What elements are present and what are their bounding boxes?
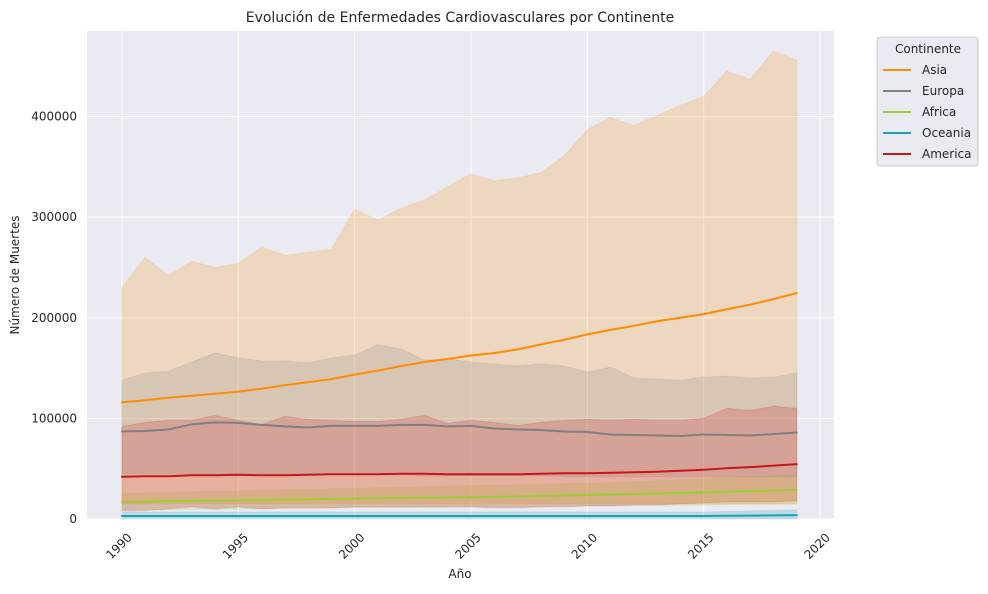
series-line-america	[120, 463, 798, 478]
series-line-europa	[120, 421, 798, 437]
band-africa	[121, 474, 798, 511]
legend-label-america: America	[922, 147, 972, 161]
band-asia	[121, 50, 798, 505]
legend-label-oceania: Oceania	[922, 126, 971, 140]
x-tick-label: 2000	[336, 530, 367, 561]
legend-items: Asia Europa Africa Oceania America	[883, 63, 972, 161]
y-tick-label: 200000	[31, 311, 77, 325]
x-tick-label: 2015	[685, 530, 716, 561]
x-tick-label: 1995	[220, 530, 251, 561]
plot-area	[87, 31, 834, 519]
y-tick-label: 400000	[31, 110, 77, 124]
x-axis-label: Año	[448, 567, 471, 581]
legend-label-asia: Asia	[922, 63, 947, 77]
x-tick-label: 2020	[801, 530, 832, 561]
legend-title: Continente	[895, 42, 961, 56]
y-tick-label: 300000	[31, 210, 77, 224]
confidence-bands	[121, 50, 798, 520]
series-lines	[120, 292, 798, 517]
legend-label-africa: Africa	[922, 105, 956, 119]
y-axis-label: Número de Muertes	[8, 216, 22, 335]
grid	[87, 31, 834, 520]
x-tick-label: 1990	[103, 530, 134, 561]
x-tick-label: 2005	[452, 530, 483, 561]
legend-label-europa: Europa	[922, 84, 964, 98]
chart-title: Evolución de Enfermedades Cardiovascular…	[246, 10, 675, 26]
band-america	[121, 405, 798, 512]
x-tick-label: 2010	[569, 530, 600, 561]
y-tick-label: 0	[69, 512, 77, 526]
series-line-asia	[120, 292, 798, 404]
series-line-oceania	[120, 514, 798, 517]
y-tick-label: 100000	[31, 411, 77, 425]
legend: Continente Asia Europa Africa Oceania Americ…	[876, 36, 979, 167]
series-line-africa	[120, 488, 798, 503]
